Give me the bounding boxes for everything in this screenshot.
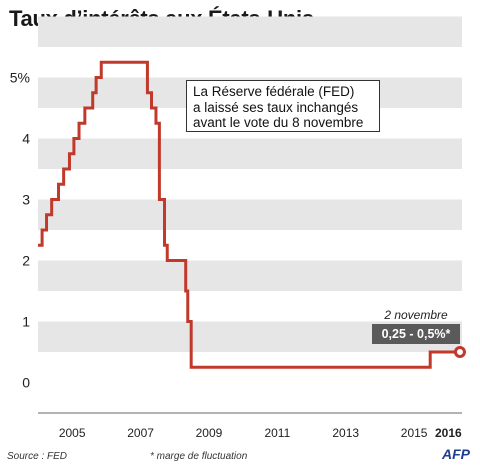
annotation-line-1: La Réserve fédérale (FED) — [193, 84, 355, 99]
x-axis-labels: 2005 2007 2009 2011 2013 2015 2016 — [59, 426, 462, 440]
x-tick-label: 2015 — [401, 426, 428, 440]
x-tick-label: 2005 — [59, 426, 86, 440]
callout-value-badge: 0,25 - 0,5%* — [372, 324, 460, 344]
x-tick-label: 2016 — [435, 426, 462, 440]
callout-date: 2 novembre — [384, 308, 448, 322]
source-note: Source : FED — [7, 451, 68, 462]
annotation-box: La Réserve fédérale (FED) a laissé ses t… — [186, 80, 380, 132]
x-tick-label: 2009 — [196, 426, 223, 440]
y-tick-label: 5% — [10, 70, 30, 86]
y-tick-label: 0 — [22, 375, 30, 391]
y-tick-label: 4 — [22, 131, 30, 147]
y-tick-label: 3 — [22, 192, 30, 208]
grid-band — [38, 199, 462, 230]
y-axis-labels: 0 1 2 3 4 5% — [10, 70, 30, 391]
y-tick-label: 1 — [22, 314, 30, 330]
annotation-line-2: a laissé ses taux inchangés — [193, 99, 359, 115]
rate-series-line — [38, 60, 460, 369]
annotation-line-3: avant le vote du 8 novembre — [193, 115, 364, 130]
x-tick-label: 2013 — [332, 426, 359, 440]
latest-rate-point — [453, 346, 466, 358]
grid-band — [38, 138, 462, 169]
y-tick-label: 2 — [22, 253, 30, 269]
afp-logo: AFP — [442, 446, 470, 462]
x-tick-label: 2011 — [264, 426, 290, 440]
grid-band — [38, 16, 462, 47]
x-tick-label: 2007 — [127, 426, 154, 440]
grid-band — [38, 260, 462, 291]
footnote: * marge de fluctuation — [150, 451, 248, 462]
